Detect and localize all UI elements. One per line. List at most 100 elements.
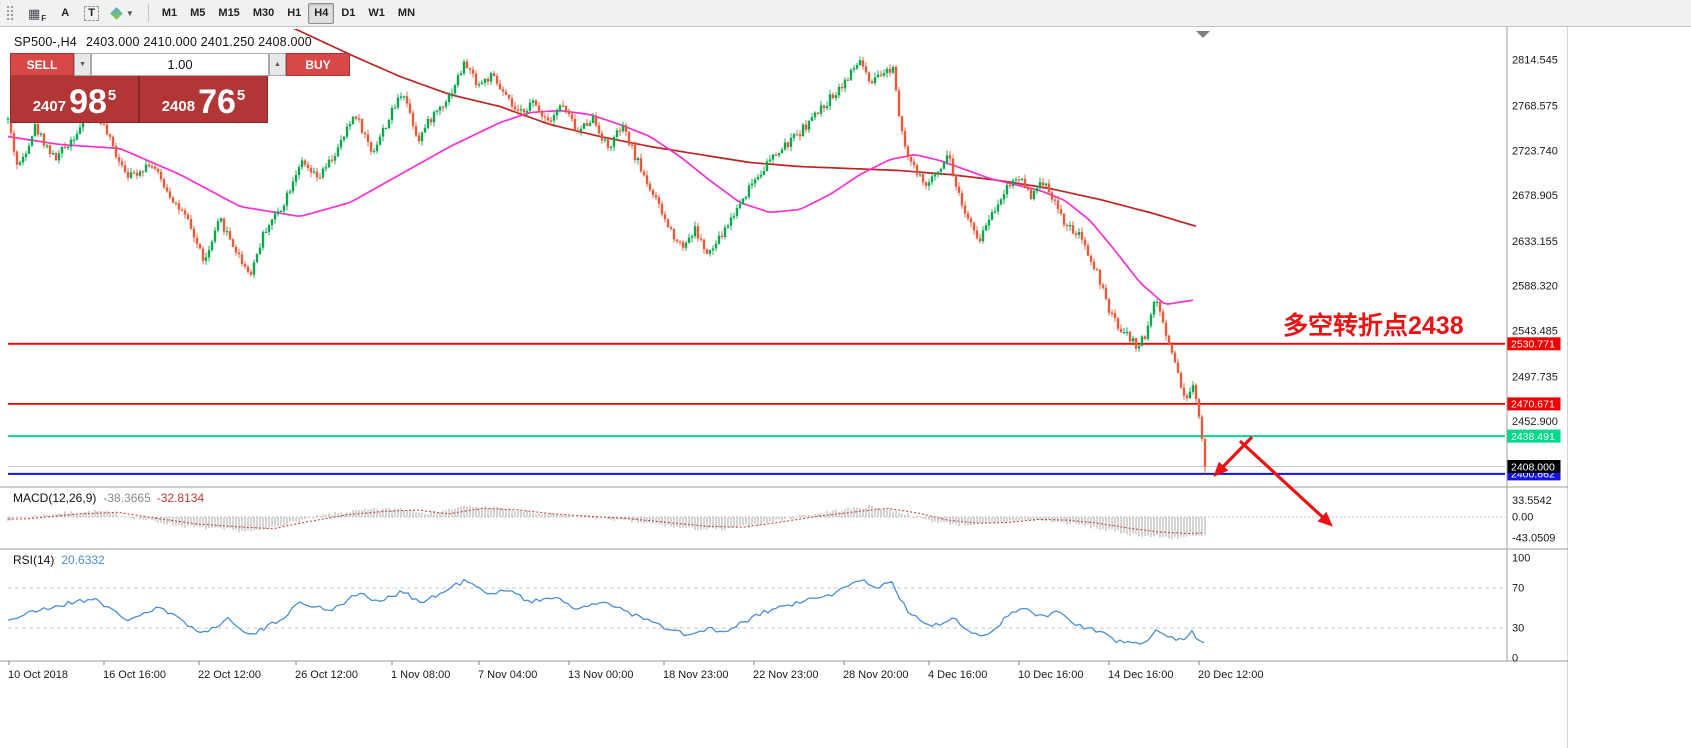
svg-text:30: 30 [1512,623,1524,635]
svg-text:2588.320: 2588.320 [1512,281,1558,293]
svg-text:16 Oct 16:00: 16 Oct 16:00 [103,669,166,681]
macd-histogram-layer [7,504,1505,539]
text-tool-button[interactable]: A [53,3,77,24]
toolbar-separator [147,4,149,22]
svg-text:2768.575: 2768.575 [1512,101,1558,113]
bid-price-display[interactable]: 2407 98 5 [11,76,138,122]
svg-text:10 Dec 16:00: 10 Dec 16:00 [1018,669,1083,681]
toolbar: ▦ F A T ▼ M1 M5 M15 M30 H1 H4 D1 W1 MN [0,0,1691,27]
chart-title: SP500-,H4 2403.000 2410.000 2401.250 2408… [14,35,312,49]
ask-big-digits: 76 [198,83,236,122]
timeframe-button-m5[interactable]: M5 [184,3,211,24]
price-tag-2530.771 [1507,337,1561,351]
svg-text:2408.000: 2408.000 [1511,461,1555,473]
bid-main-digits: 2407 [32,98,67,115]
chart-canvas[interactable]: 2814.545 2768.575 2723.740 2678.905 2633.155… [0,27,1568,748]
price-scale[interactable]: 2814.545 2768.575 2723.740 2678.905 2633.155… [1512,55,1558,665]
svg-text:7 Nov 04:00: 7 Nov 04:00 [478,669,537,681]
grid-tool-button[interactable]: ▦ F [22,3,52,24]
price-divider [138,76,140,122]
svg-text:14 Dec 16:00: 14 Dec 16:00 [1108,669,1173,681]
timeframe-button-m30[interactable]: M30 [247,3,280,24]
volume-up-button[interactable]: ▲ [269,53,286,76]
ohlc-values: 2403.000 2410.000 2401.250 2408.000 [85,35,312,49]
svg-text:2497.735: 2497.735 [1512,371,1558,383]
chart-shift-marker-icon[interactable] [1196,31,1210,38]
svg-text:18 Nov 23:00: 18 Nov 23:00 [663,669,728,681]
svg-text:0.00: 0.00 [1512,512,1533,524]
one-click-trading-panel: SELL ▼ ▲ BUY 2407 98 5 2408 76 5 [10,53,350,123]
svg-text:-43.0509: -43.0509 [1512,533,1555,545]
svg-text:0: 0 [1512,653,1518,665]
ask-pip-digit: 5 [236,87,246,104]
ask-price-display[interactable]: 2408 76 5 [140,76,267,122]
price-tag-2438.491 [1507,429,1561,443]
svg-text:2470.671: 2470.671 [1511,399,1555,411]
timeframe-buttons: M1 M5 M15 M30 H1 H4 D1 W1 MN [156,2,422,24]
price-tag-2408.000 [1507,460,1561,473]
annotation-text[interactable]: 多空转折点2438 [1283,312,1464,340]
svg-text:100: 100 [1512,553,1530,565]
svg-text:22 Nov 23:00: 22 Nov 23:00 [753,669,818,681]
timeframe-button-w1[interactable]: W1 [362,3,391,24]
volume-down-button[interactable]: ▼ [74,53,91,76]
timeframe-button-mn[interactable]: MN [392,3,421,24]
volume-input[interactable] [91,53,269,76]
timeframe-button-h1[interactable]: H1 [281,3,307,24]
bid-pip-digit: 5 [107,87,117,104]
bid-big-digits: 98 [69,83,107,122]
svg-text:1 Nov 08:00: 1 Nov 08:00 [391,669,450,681]
svg-text:13 Nov 00:00: 13 Nov 00:00 [568,669,633,681]
buy-button[interactable]: BUY [286,53,350,76]
annotation-arrows[interactable] [1213,435,1333,527]
timeframe-button-m15[interactable]: M15 [212,3,245,24]
macd-value-signal: -32.8134 [156,491,205,505]
svg-text:2438.491: 2438.491 [1511,431,1555,443]
svg-text:22 Oct 12:00: 22 Oct 12:00 [198,669,261,681]
chart-window[interactable]: 2814.545 2768.575 2723.740 2678.905 2633.155… [0,27,1568,748]
sell-button[interactable]: SELL [10,53,74,76]
price-tag-2470.671 [1507,397,1561,411]
svg-text:2723.740: 2723.740 [1512,145,1558,157]
shapes-icon [110,6,123,20]
timeframe-button-d1[interactable]: D1 [335,3,361,24]
macd-label: MACD(12,26,9) -38.3665 -32.8134 [13,491,204,505]
rsi-line [7,578,1205,645]
caret-down-icon: ▼ [125,8,134,18]
ma-fast-line [7,109,1194,305]
svg-text:2530.771: 2530.771 [1511,339,1555,351]
label-tool-icon: T [84,5,99,21]
macd-signal-line [8,507,1204,535]
shapes-tool-button[interactable]: ▼ [106,3,140,24]
toolbar-drag-handle[interactable] [6,4,15,22]
svg-text:26 Oct 12:00: 26 Oct 12:00 [295,669,358,681]
svg-text:28 Nov 20:00: 28 Nov 20:00 [843,669,908,681]
svg-text:4 Dec 16:00: 4 Dec 16:00 [928,669,987,681]
ask-main-digits: 2408 [161,98,196,115]
macd-name: MACD(12,26,9) [13,491,97,505]
trade-controls-row: SELL ▼ ▲ BUY [10,53,350,76]
svg-text:2633.155: 2633.155 [1512,236,1558,248]
macd-value-main: -38.3665 [103,491,151,505]
rsi-name: RSI(14) [13,553,55,567]
main-price-panel [7,29,1505,475]
candles-layer [6,56,1207,474]
grid-icon-label: F [41,13,47,23]
svg-text:20 Dec 12:00: 20 Dec 12:00 [1198,669,1263,681]
svg-text:2543.485: 2543.485 [1512,326,1558,338]
label-tool-button[interactable]: T [78,3,105,24]
rsi-label: RSI(14) 20.6332 [13,553,105,567]
timeframe-button-m1[interactable]: M1 [156,3,183,24]
rsi-value: 20.6332 [61,553,105,567]
svg-text:70: 70 [1512,583,1524,595]
symbol-period-label: SP500-,H4 [14,35,77,49]
svg-text:2678.905: 2678.905 [1512,190,1558,202]
ma-slow-line [293,29,1197,228]
time-scale[interactable]: 10 Oct 2018 16 Oct 16:00 22 Oct 12:00 26 Oc… [8,661,1263,681]
timeframe-button-h4[interactable]: H4 [308,2,335,24]
panel-borders [0,27,1568,662]
rsi-layer [7,578,1505,645]
grid-icon: ▦ [28,5,41,21]
bid-ask-display: 2407 98 5 2408 76 5 [10,76,268,123]
